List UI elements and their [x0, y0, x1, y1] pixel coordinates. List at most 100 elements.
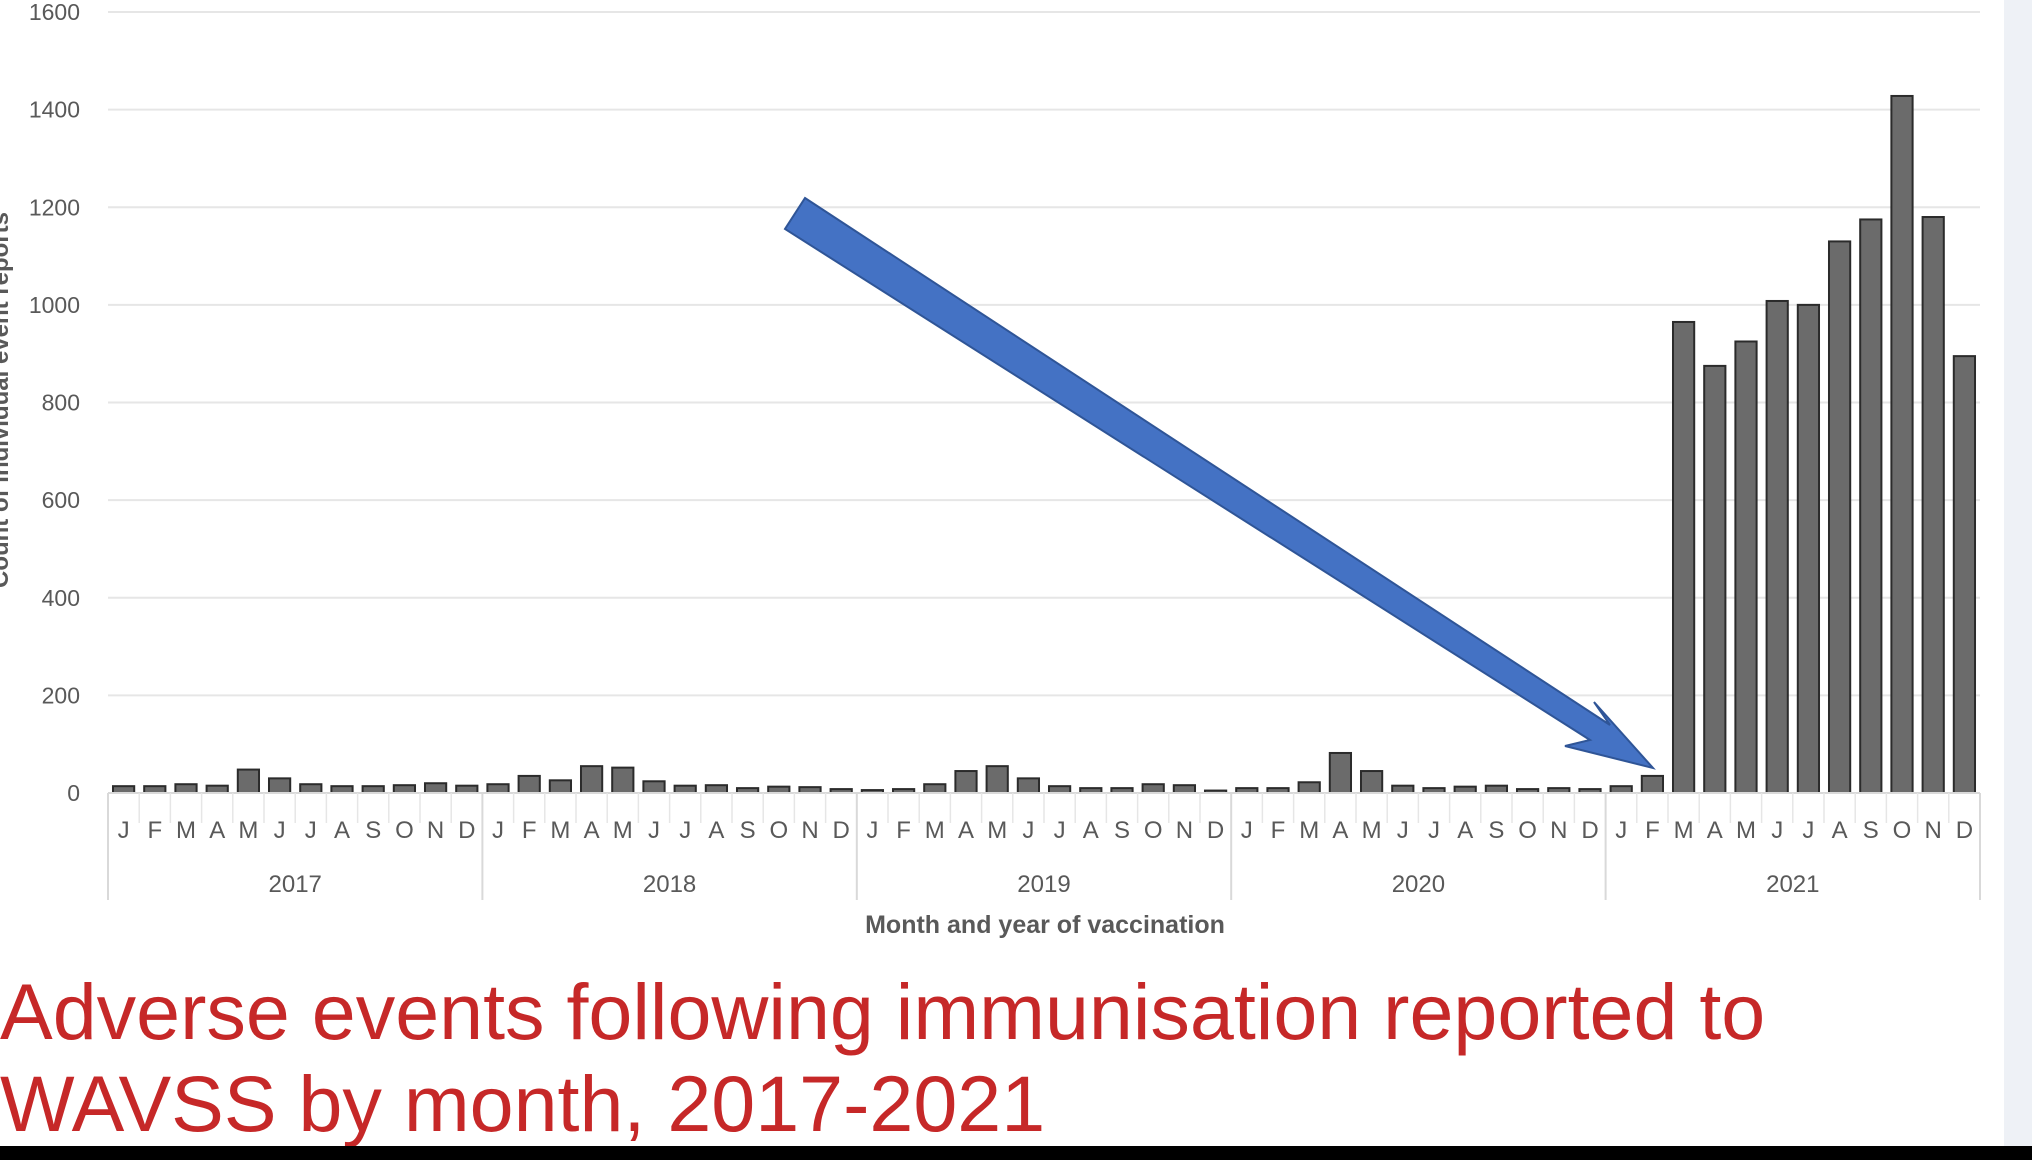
bar: [299, 783, 323, 794]
bar: [1172, 784, 1197, 795]
month-label: M: [238, 817, 258, 844]
month-label: O: [1893, 817, 1912, 844]
year-label: 2018: [643, 871, 696, 898]
bar: [111, 785, 136, 795]
month-label: J: [1241, 817, 1253, 844]
bar: [579, 765, 604, 795]
y-tick-label: 200: [42, 682, 80, 708]
bar: [361, 785, 385, 795]
month-label: F: [147, 817, 162, 844]
y-tick-label: 600: [42, 487, 80, 513]
month-label: O: [1144, 817, 1163, 844]
month-label: A: [1083, 817, 1099, 844]
month-label: S: [1488, 817, 1504, 844]
bar: [1952, 355, 1977, 794]
month-label: A: [1332, 817, 1348, 844]
month-label: J: [1054, 817, 1066, 844]
month-label: J: [1022, 817, 1034, 844]
month-label: M: [987, 817, 1007, 844]
y-axis-label: Count of individual event reports: [0, 212, 14, 588]
bar: [205, 784, 229, 794]
month-label: M: [1736, 817, 1756, 844]
month-label: A: [584, 817, 600, 844]
bar: [1328, 751, 1353, 795]
y-tick-label: 1000: [29, 292, 80, 318]
bar: [1765, 299, 1789, 794]
month-label: J: [1802, 817, 1814, 844]
month-label: S: [1114, 817, 1130, 844]
month-label: D: [833, 817, 850, 844]
month-label: M: [1674, 817, 1694, 844]
month-label: F: [522, 817, 537, 844]
bar: [923, 783, 947, 794]
bar: [548, 779, 573, 795]
bar: [143, 785, 167, 795]
month-label: S: [1863, 817, 1879, 844]
bar: [1703, 364, 1727, 794]
bar: [1640, 774, 1665, 795]
bar: [1141, 783, 1165, 794]
x-axis-label: Month and year of vaccination: [865, 911, 1225, 939]
month-label: M: [613, 817, 633, 844]
bar: [954, 770, 978, 794]
slide-caption: Adverse events following immunisation re…: [0, 966, 1960, 1150]
bar: [1921, 216, 1945, 794]
bar: [1359, 770, 1384, 794]
month-label: A: [209, 817, 225, 844]
bar: [1796, 303, 1821, 794]
month-label: A: [334, 817, 350, 844]
month-label: J: [274, 817, 286, 844]
month-label: J: [492, 817, 504, 844]
bar: [642, 780, 666, 794]
bar: [1016, 777, 1041, 795]
bar: [1047, 785, 1072, 795]
y-tick-label: 0: [67, 780, 80, 806]
month-label: O: [395, 817, 414, 844]
bar: [455, 784, 479, 794]
bar: [1671, 320, 1696, 794]
month-label: J: [866, 817, 878, 844]
month-label: D: [1581, 817, 1598, 844]
bar: [1827, 240, 1852, 794]
month-label: N: [1176, 817, 1193, 844]
month-label: M: [925, 817, 945, 844]
month-label: A: [708, 817, 724, 844]
month-label: M: [176, 817, 196, 844]
month-label: N: [801, 817, 818, 844]
month-label: D: [1956, 817, 1973, 844]
bar: [1484, 784, 1509, 794]
bar: [392, 784, 417, 795]
month-label: A: [1707, 817, 1723, 844]
annotation-arrow: [783, 196, 1656, 770]
bar: [611, 766, 635, 794]
y-tick-label: 1400: [29, 97, 80, 123]
month-label: F: [1271, 817, 1286, 844]
bottom-bar: [0, 1146, 2032, 1160]
bar: [517, 774, 541, 795]
month-label: D: [458, 817, 475, 844]
month-label: S: [740, 817, 756, 844]
caption-line-2: WAVSS by month, 2017-2021: [0, 1059, 1046, 1148]
gridlines: [108, 11, 1980, 794]
year-label: 2021: [1766, 871, 1819, 898]
month-label: O: [1518, 817, 1537, 844]
month-label: A: [1832, 817, 1848, 844]
month-label: N: [1925, 817, 1942, 844]
month-label: F: [896, 817, 911, 844]
bar: [704, 784, 729, 795]
month-label: J: [1428, 817, 1440, 844]
month-label: M: [1362, 817, 1382, 844]
y-axis-tick-labels: 0 200 400 600 800 1000 1200 1400 1600: [29, 0, 80, 806]
month-label: S: [365, 817, 381, 844]
month-label: N: [427, 817, 444, 844]
month-label: A: [1457, 817, 1473, 844]
year-label: 2019: [1017, 871, 1070, 898]
y-tick-label: 1600: [29, 0, 80, 25]
bar: [985, 765, 1009, 795]
bar: [1297, 781, 1321, 794]
month-label: J: [118, 817, 130, 844]
month-label: J: [305, 817, 317, 844]
month-label: D: [1207, 817, 1224, 844]
month-label: M: [550, 817, 570, 844]
